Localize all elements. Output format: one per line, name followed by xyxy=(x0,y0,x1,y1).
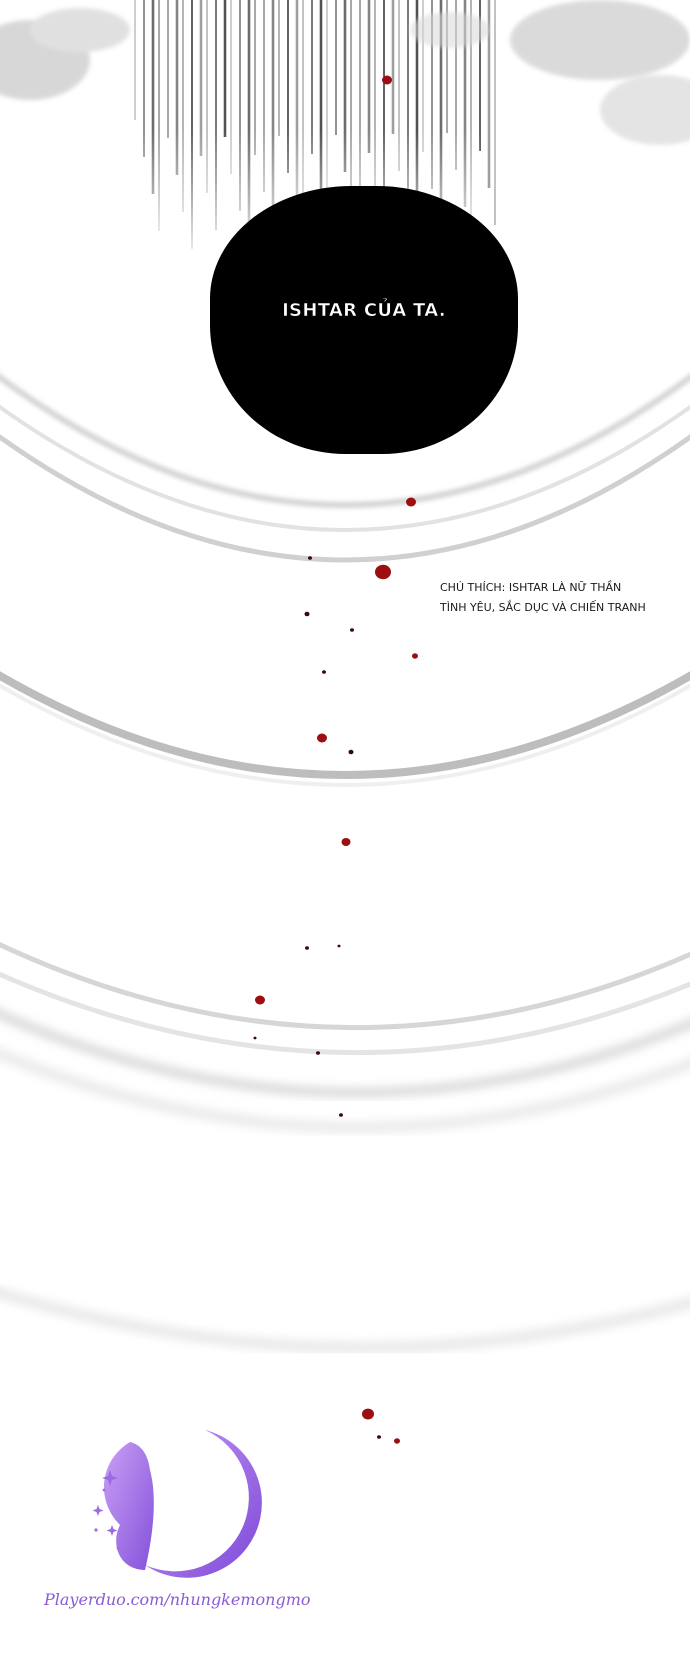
butterfly-moon-logo-icon xyxy=(92,1430,262,1578)
blood-drop xyxy=(375,564,391,580)
blood-drop xyxy=(253,1036,257,1040)
blood-drop xyxy=(305,946,309,950)
blood-drop xyxy=(322,670,326,674)
blood-drop xyxy=(337,944,341,948)
blood-drop xyxy=(382,75,392,85)
speech-bubble-text: ISHTAR CỦA TA. xyxy=(282,299,446,321)
blood-drop xyxy=(317,733,327,743)
blood-drop xyxy=(412,653,418,659)
blood-drop xyxy=(304,611,310,617)
blood-drop xyxy=(377,1435,381,1439)
arc-rings xyxy=(0,373,690,1353)
blood-drop xyxy=(348,749,354,755)
texture-clouds xyxy=(0,0,690,145)
speech-bubble: ISHTAR CỦA TA. xyxy=(210,186,518,454)
blood-drop xyxy=(406,497,416,507)
translator-note-line2: TÌNH YÊU, SẮC DỤC VÀ CHIẾN TRANH xyxy=(440,601,646,614)
blood-drop xyxy=(350,628,354,632)
blood-drop xyxy=(394,1438,400,1444)
blood-drop xyxy=(339,1113,343,1117)
watermark-link[interactable]: Playerduo.com/nhungkemongmo xyxy=(44,1590,311,1609)
blood-drop xyxy=(255,995,265,1005)
blood-drop xyxy=(316,1051,320,1055)
blood-drops xyxy=(253,75,418,1444)
blood-drop xyxy=(341,837,351,847)
blood-drop xyxy=(308,556,312,560)
blood-drop xyxy=(362,1408,374,1420)
translator-note: CHÚ THÍCH: ISHTAR LÀ NỮ THẦN TÌNH YÊU, S… xyxy=(440,578,690,618)
translator-note-line1: CHÚ THÍCH: ISHTAR LÀ NỮ THẦN xyxy=(440,581,622,594)
